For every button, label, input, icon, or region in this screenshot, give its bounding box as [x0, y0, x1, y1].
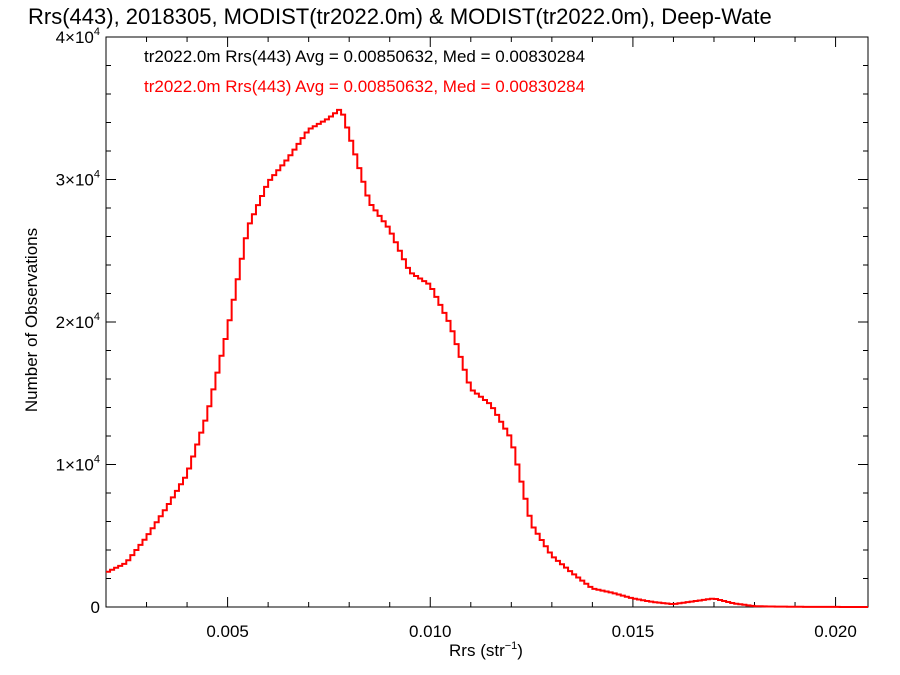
chart-title: Rrs(443), 2018305, MODIST(tr2022.0m) & M… [28, 4, 772, 29]
histogram-series-line [106, 108, 868, 608]
x-tick-label: 0.020 [814, 622, 857, 641]
y-tick-label: 3×104 [56, 169, 100, 190]
annotation-red: tr2022.0m Rrs(443) Avg = 0.00850632, Med… [144, 77, 585, 96]
y-tick-label: 0 [91, 598, 100, 617]
x-axis: 0.005 0.010 0.015 0.020 [105, 37, 857, 641]
annotation-black: tr2022.0m Rrs(443) Avg = 0.00850632, Med… [144, 47, 585, 66]
plot-frame [105, 36, 869, 608]
y-tick-label: 1×104 [56, 454, 100, 475]
x-tick-label: 0.005 [206, 622, 249, 641]
x-tick-label: 0.015 [612, 622, 655, 641]
y-axis: 0 1×104 2×104 3×104 4×104 [56, 26, 868, 617]
x-tick-label: 0.010 [409, 622, 452, 641]
y-axis-title: Number of Observations [22, 228, 41, 412]
x-axis-title: Rrs (str−1) [449, 640, 523, 660]
y-tick-label: 2×104 [56, 311, 100, 332]
y-tick-label: 4×104 [56, 26, 100, 47]
